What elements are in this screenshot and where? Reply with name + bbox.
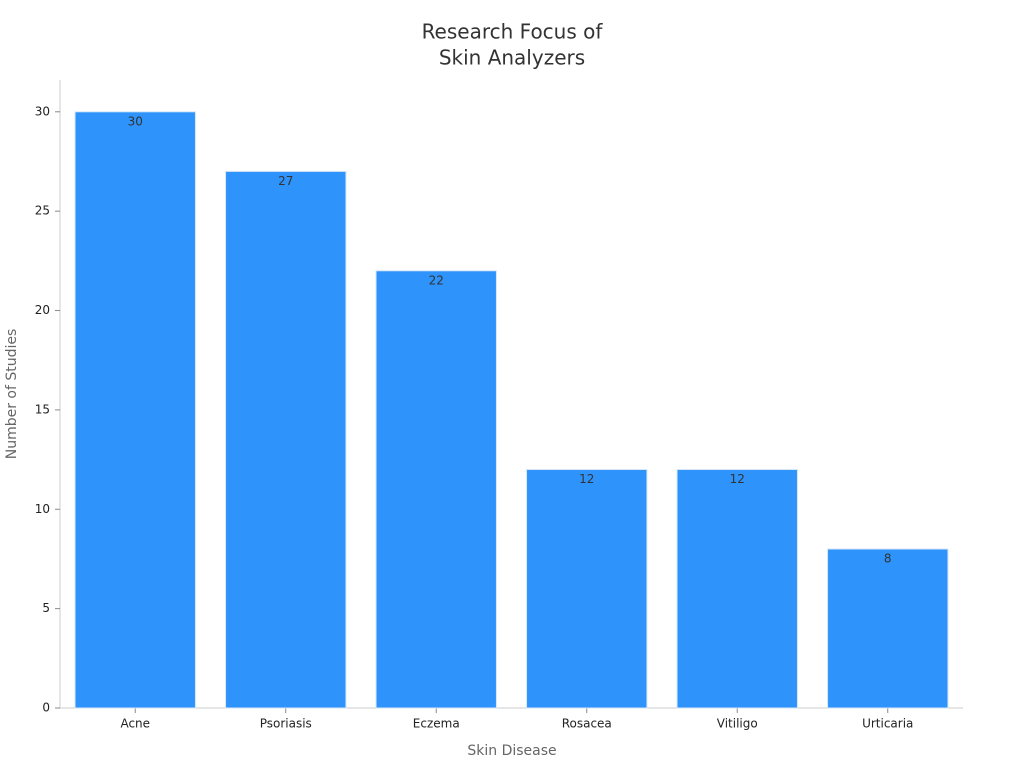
x-tick-label: Acne — [120, 717, 150, 731]
y-axis-label: Number of Studies — [4, 329, 20, 460]
y-tick-label: 5 — [42, 601, 50, 615]
chart-title: Research Focus of — [422, 20, 604, 44]
x-tick-label: Rosacea — [562, 717, 612, 731]
x-tick-label: Eczema — [413, 717, 460, 731]
bar — [676, 469, 798, 709]
x-tick-label: Urticaria — [862, 717, 913, 731]
value-label: 12 — [730, 472, 745, 486]
value-label: 27 — [278, 174, 293, 188]
y-tick-label: 10 — [35, 502, 50, 516]
bar — [375, 270, 497, 709]
x-tick-label: Psoriasis — [260, 717, 312, 731]
value-label: 12 — [579, 472, 594, 486]
value-label: 30 — [128, 114, 143, 128]
y-tick-label: 15 — [35, 402, 50, 416]
x-axis-label: Skin Disease — [467, 743, 556, 759]
bar — [827, 548, 949, 709]
bar — [526, 469, 648, 709]
bar — [74, 111, 196, 709]
y-tick-label: 0 — [42, 701, 50, 715]
x-tick-label: Vitiligo — [717, 717, 758, 731]
value-label: 22 — [429, 273, 444, 287]
value-label: 8 — [884, 552, 892, 566]
y-tick-label: 20 — [35, 303, 50, 317]
y-tick-label: 30 — [35, 104, 50, 118]
chart-title: Skin Analyzers — [439, 46, 585, 70]
y-tick-label: 25 — [35, 204, 50, 218]
bar — [225, 170, 347, 709]
